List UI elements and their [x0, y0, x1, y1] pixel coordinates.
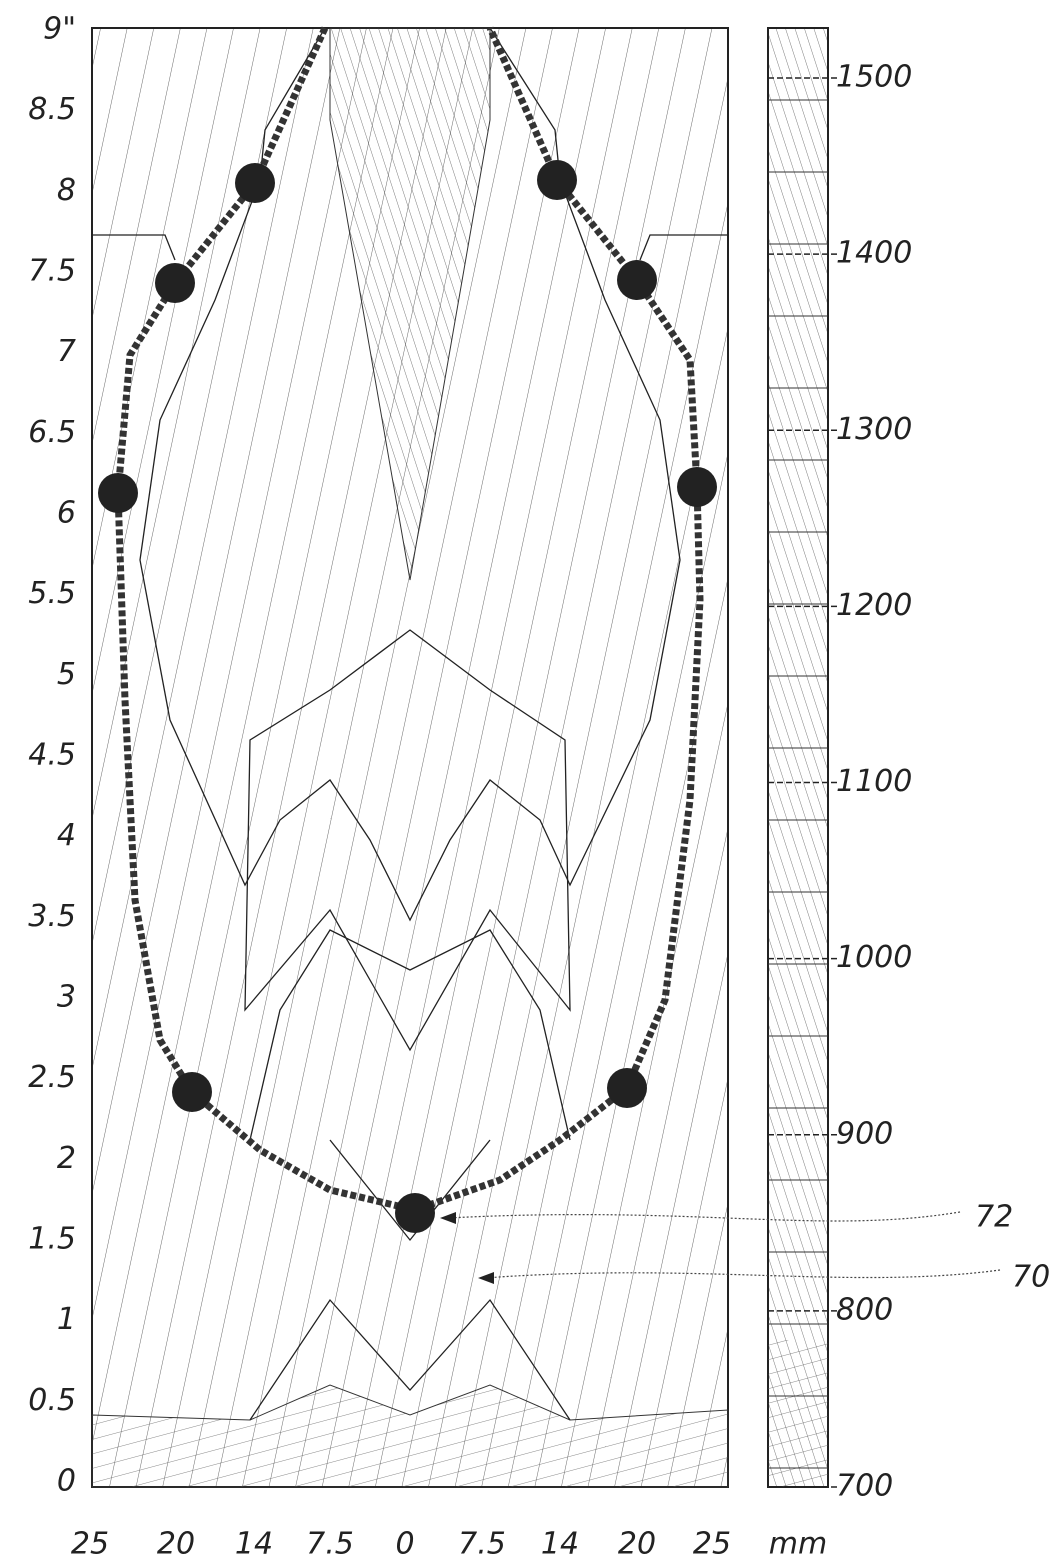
scale-label: 1200 — [836, 588, 912, 623]
arrow-head — [440, 1212, 456, 1224]
y-axis-label: 9" — [43, 12, 76, 47]
scale-label: 1100 — [836, 764, 912, 799]
callout-arrows — [447, 1211, 1001, 1279]
contour-lines — [92, 27, 728, 1421]
scale-frame — [767, 27, 829, 1488]
scale-label: 700 — [836, 1469, 893, 1504]
measurement-points — [98, 160, 717, 1233]
scale-label: 1000 — [836, 940, 912, 975]
y-axis-label: 2.5 — [28, 1060, 76, 1095]
scale-label: 1500 — [836, 60, 912, 95]
arrow-head — [478, 1272, 494, 1284]
y-axis-label: 4.5 — [28, 738, 76, 773]
point — [235, 163, 275, 203]
x-axis-label: 25 — [693, 1527, 731, 1562]
bottom-zone — [91, 1384, 729, 1488]
plot-area — [91, 26, 729, 1488]
y-axis-label: 2 — [57, 1141, 76, 1176]
x-axis-label: 14 — [235, 1527, 273, 1562]
x-axis-label: 7.5 — [306, 1527, 354, 1562]
x-axis-label: 25 — [71, 1527, 109, 1562]
point — [617, 260, 657, 300]
y-axis-label: 1.5 — [28, 1222, 76, 1257]
y-axis-label: 0 — [57, 1464, 76, 1499]
point — [98, 473, 138, 513]
callout-label: 70 — [1012, 1260, 1050, 1295]
x-axis-unit: mm — [769, 1527, 827, 1562]
scale-bar — [767, 27, 829, 1488]
x-axis-label: 7.5 — [458, 1527, 506, 1562]
y-axis-label: 6.5 — [28, 415, 76, 450]
y-axis-label: 8.5 — [28, 92, 76, 127]
y-axis-label: 5.5 — [28, 576, 76, 611]
point — [537, 160, 577, 200]
x-axis-label: 0 — [395, 1527, 414, 1562]
scale-label: 900 — [836, 1116, 893, 1151]
point — [677, 467, 717, 507]
y-axis-label: 7 — [57, 334, 76, 369]
y-axis-label: 7.5 — [28, 254, 76, 289]
x-axis-label: 20 — [618, 1527, 656, 1562]
y-axis-label: 3.5 — [28, 899, 76, 934]
x-axis-label: 20 — [157, 1527, 195, 1562]
scale-label: 1300 — [836, 412, 912, 447]
y-axis-label: 0.5 — [28, 1383, 76, 1418]
y-axis-label: 3 — [57, 980, 76, 1015]
y-axis-label: 1 — [57, 1302, 76, 1337]
y-axis-label: 8 — [57, 173, 76, 208]
point — [395, 1193, 435, 1233]
point — [155, 263, 195, 303]
scale-dense — [768, 1340, 828, 1487]
point — [172, 1072, 212, 1112]
scale-label: 1400 — [836, 236, 912, 271]
scale-label: 800 — [836, 1292, 893, 1327]
y-axis-label: 4 — [57, 818, 76, 853]
x-axis-label: 14 — [541, 1527, 579, 1562]
y-axis-label: 5 — [57, 657, 76, 692]
point — [607, 1068, 647, 1108]
callout-label: 72 — [975, 1200, 1013, 1235]
arrow — [447, 1211, 961, 1222]
arrow — [484, 1269, 1001, 1279]
inner-zone — [329, 27, 491, 581]
y-axis-label: 6 — [57, 496, 76, 531]
